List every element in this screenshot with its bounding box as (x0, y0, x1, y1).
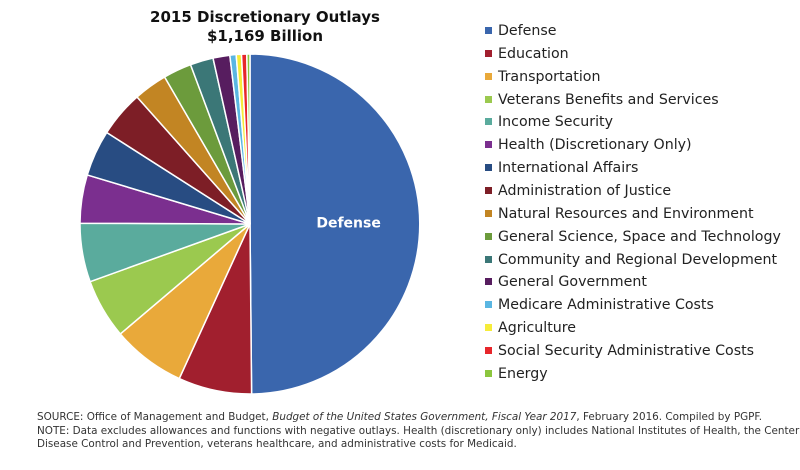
legend-swatch (485, 278, 492, 286)
legend-label: Veterans Benefits and Services (498, 91, 719, 108)
legend-label: Natural Resources and Environment (498, 205, 754, 222)
legend-label: Agriculture (498, 320, 577, 337)
legend-swatch (485, 95, 492, 103)
legend-label: Social Security Administrative Costs (498, 342, 755, 359)
legend-swatch (485, 369, 492, 377)
footnote: SOURCE: Office of Management and Budget,… (37, 411, 800, 452)
legend-label: Health (Discretionary Only) (498, 137, 692, 154)
legend-swatch (485, 186, 492, 194)
chart-title: 2015 Discretionary Outlays (150, 8, 380, 26)
legend-label: Community and Regional Development (498, 251, 778, 268)
note-line-1: NOTE: Data excludes allowances and funct… (37, 424, 800, 437)
pie-slice-energy (246, 53, 251, 225)
source-title: Budget of the United States Government, … (272, 411, 577, 423)
source-suffix: , February 2016. Compiled by PGPF. (576, 411, 763, 423)
legend-label: General Science, Space and Technology (498, 228, 781, 245)
source-prefix: SOURCE: Office of Management and Budget, (37, 411, 273, 423)
legend-label: International Affairs (498, 160, 639, 177)
legend-label: Administration of Justice (498, 182, 672, 199)
legend-label: Defense (498, 23, 557, 39)
chart-subtitle: $1,169 Billion (206, 27, 324, 45)
legend-swatch (485, 324, 492, 332)
legend-swatch (485, 301, 492, 309)
legend-swatch (485, 232, 492, 240)
legend-swatch (485, 164, 492, 172)
legend-label: Education (498, 45, 569, 62)
legend-label: Medicare Administrative Costs (498, 297, 714, 314)
legend-label: Transportation (498, 68, 601, 85)
legend-swatch (485, 118, 492, 126)
legend-label: Income Security (498, 114, 613, 131)
note-line-2: Disease Control and Prevention, veterans… (37, 438, 517, 450)
legend-label: General Government (498, 274, 647, 291)
legend-swatch (485, 346, 492, 354)
legend-swatch (485, 49, 492, 57)
legend-swatch (485, 141, 492, 149)
legend-label: Energy (498, 365, 548, 382)
legend-swatch (485, 255, 492, 263)
legend-swatch (485, 72, 492, 80)
legend-swatch (485, 209, 492, 217)
chart-title-block: 2015 Discretionary Outlays $1,169 Billio… (80, 8, 450, 46)
pie-slice-defense (249, 53, 421, 395)
pie-chart: Defense (79, 53, 421, 395)
legend-swatch (485, 27, 492, 34)
slice-label-defense: Defense (316, 216, 381, 232)
source-line: SOURCE: Office of Management and Budget,… (37, 411, 797, 425)
